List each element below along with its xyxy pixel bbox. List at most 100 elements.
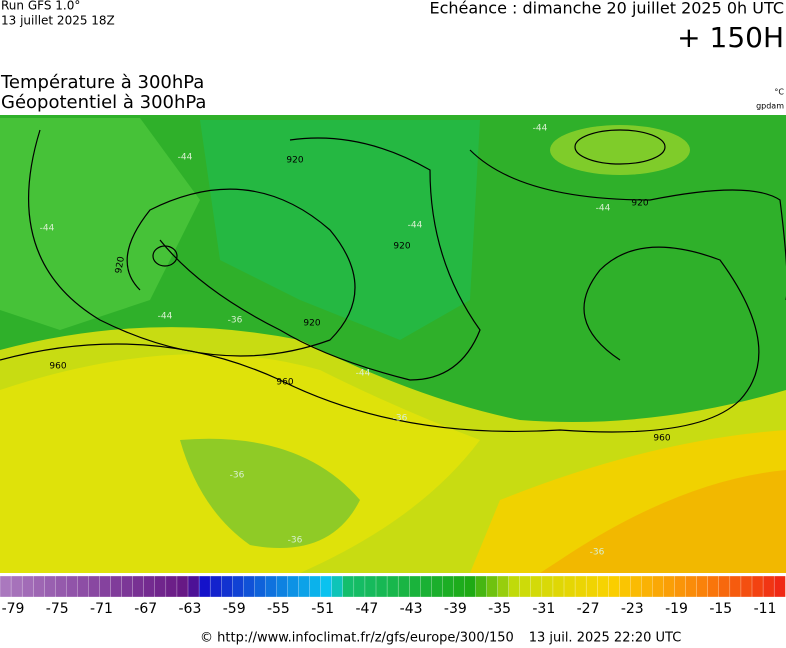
unit: °C — [774, 88, 784, 97]
contour — [0, 246, 760, 433]
legend-cell — [99, 575, 112, 598]
legend-cell — [232, 575, 244, 598]
legend-cell — [397, 575, 410, 598]
legend-cell — [254, 575, 266, 598]
legend-cell — [773, 575, 786, 598]
contour — [28, 129, 356, 357]
temp-area — [0, 118, 200, 330]
legend-cell — [597, 575, 609, 598]
legend-tick-label: -55 — [267, 601, 290, 617]
legend-cell — [641, 575, 653, 598]
contour-label: -44 — [40, 224, 55, 234]
temp-area — [540, 470, 786, 573]
legend-cell — [718, 575, 731, 598]
legend-cell — [630, 575, 642, 598]
map: 920 920 920 920 920 960 960 960 -44 -44 -44 -44 -44 -… — [0, 115, 786, 573]
run-date: 13 juillet 2025 18Z — [1, 14, 115, 28]
legend-cell — [530, 575, 543, 598]
legend-cell — [453, 575, 465, 598]
legend-cell — [143, 575, 156, 598]
contour-label: -36 — [590, 548, 605, 558]
legend-cell — [88, 575, 100, 598]
legend-cell — [762, 575, 775, 598]
contour-label: -44 — [158, 312, 173, 322]
legend-cell — [442, 575, 454, 598]
contour — [152, 245, 178, 267]
contour-label: 960 — [653, 434, 670, 444]
legend-cell — [66, 575, 78, 598]
legend-cell — [298, 575, 311, 598]
contour — [574, 129, 666, 165]
legend-cell — [287, 575, 300, 598]
legend-cell — [674, 575, 687, 598]
legend-cell — [409, 575, 421, 598]
legend-tick-label: -51 — [311, 601, 334, 617]
legend-tick-label: -75 — [46, 601, 69, 617]
legend-cell — [209, 575, 222, 598]
legend-tick-label: -79 — [2, 601, 25, 617]
legend-tick-label: -47 — [355, 601, 378, 617]
legend-tick-label: -67 — [134, 601, 157, 617]
legend-cell — [541, 575, 554, 598]
legend-cell — [619, 575, 631, 598]
contour-label: -44 — [596, 204, 611, 214]
contour-label: -36 — [230, 471, 245, 481]
legend-cell — [10, 575, 23, 598]
legend-cell — [276, 575, 288, 598]
contour-label: -44 — [533, 124, 548, 134]
contour-label: -36 — [288, 536, 303, 546]
legend-cell — [265, 575, 277, 598]
legend-cell — [154, 575, 167, 598]
contour-label: 920 — [631, 199, 648, 209]
legend-cell — [320, 575, 333, 598]
legend-tick-label: -39 — [444, 601, 467, 617]
legend-cell — [33, 575, 45, 598]
legend-cell — [552, 575, 565, 598]
legend-cell — [519, 575, 532, 598]
legend-cell — [165, 575, 178, 598]
legend-cell — [685, 575, 698, 598]
valid-time: Echéance : dimanche 20 juillet 2025 0h U… — [429, 0, 784, 18]
contour-label: -44 — [408, 221, 423, 231]
legend-tick-label: -19 — [665, 601, 688, 617]
legend-tick-label: -63 — [179, 601, 202, 617]
legend-cell — [729, 575, 742, 598]
contour-label: 960 — [49, 362, 66, 372]
legend-tick-label: -23 — [621, 601, 644, 617]
legend-cell — [121, 575, 134, 598]
legend-cell — [508, 575, 521, 598]
legend-cell — [198, 575, 211, 598]
contour-label: -36 — [393, 414, 408, 424]
legend-cell — [44, 575, 56, 598]
legend-cell — [176, 575, 189, 598]
legend-cell — [331, 575, 344, 598]
legend-cell — [375, 575, 388, 598]
temp-area — [550, 125, 690, 175]
legend-cell — [187, 575, 200, 598]
contour-label: -44 — [178, 153, 193, 163]
legend-cell — [21, 575, 34, 598]
legend-cell — [364, 575, 377, 598]
legend-cell — [353, 575, 366, 598]
legend-cell — [243, 575, 255, 598]
legend-cell — [652, 575, 664, 598]
legend-cell — [77, 575, 89, 598]
legend-cell — [475, 575, 488, 598]
legend-cell — [574, 575, 587, 598]
legend-tick-label: -43 — [400, 601, 423, 617]
contour-label: 920 — [286, 156, 303, 166]
legend-cell — [740, 575, 753, 598]
legend-tick-label: -11 — [754, 601, 777, 617]
legend-tick-label: -35 — [488, 601, 511, 617]
contour — [159, 137, 481, 381]
legend-cell — [585, 575, 598, 598]
legend-cell — [497, 575, 510, 598]
legend-tick-label: -15 — [709, 601, 732, 617]
legend-tick-label: -27 — [577, 601, 600, 617]
legend-cell — [132, 575, 145, 598]
legend-cell — [486, 575, 499, 598]
legend-cell — [420, 575, 432, 598]
legend-cell — [707, 575, 720, 598]
